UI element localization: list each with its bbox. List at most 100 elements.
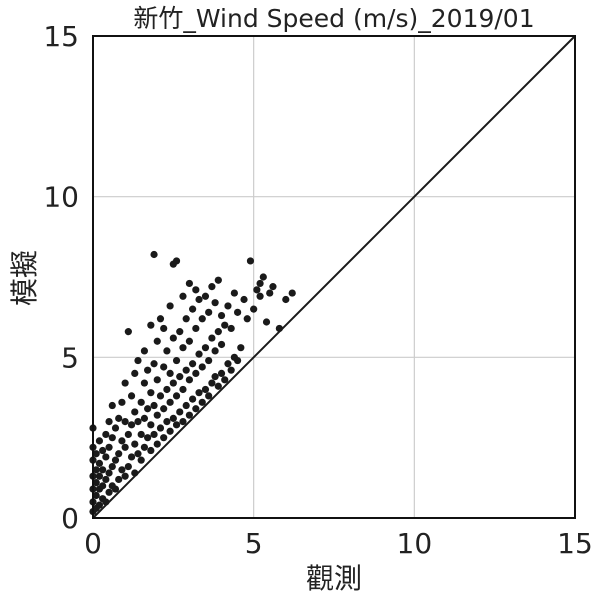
data-point — [172, 392, 181, 400]
data-point — [259, 273, 267, 281]
data-point — [140, 414, 149, 422]
data-point — [211, 299, 219, 307]
data-point — [192, 369, 200, 377]
data-point — [105, 443, 113, 451]
data-point — [127, 453, 136, 461]
data-point — [189, 395, 197, 403]
data-point — [179, 344, 187, 352]
data-point — [121, 418, 129, 426]
data-point — [95, 459, 104, 467]
data-point — [205, 308, 213, 316]
reference-line-layer — [92, 35, 576, 519]
data-point — [102, 475, 110, 484]
data-point — [172, 356, 181, 365]
data-point — [105, 469, 113, 477]
y-axis-label: 模擬 — [8, 250, 41, 306]
data-point — [227, 366, 235, 374]
data-point — [160, 434, 168, 442]
identity-line — [92, 35, 576, 519]
data-point — [208, 283, 216, 291]
data-point — [102, 453, 110, 461]
data-point — [256, 279, 264, 288]
data-point — [201, 292, 210, 300]
chart-title: 新竹_Wind Speed (m/s)_2019/01 — [133, 4, 534, 33]
data-point — [150, 401, 158, 410]
data-point — [108, 401, 116, 410]
data-point — [201, 344, 210, 352]
data-point — [160, 405, 168, 413]
data-point — [237, 344, 245, 352]
data-point — [192, 324, 200, 333]
data-point — [198, 398, 206, 406]
data-point — [166, 302, 174, 310]
data-point — [144, 434, 152, 442]
data-point — [205, 392, 213, 400]
data-point — [179, 292, 187, 300]
data-point — [211, 347, 219, 355]
data-point — [92, 479, 100, 487]
data-point — [224, 360, 232, 368]
data-point — [246, 257, 255, 265]
data-point — [124, 462, 132, 471]
data-point — [182, 366, 190, 374]
data-point — [185, 279, 193, 288]
data-point — [185, 337, 193, 345]
data-point — [153, 376, 161, 384]
data-point — [240, 295, 248, 304]
data-point — [163, 418, 171, 426]
data-points — [89, 250, 296, 516]
data-point — [115, 450, 123, 458]
data-point — [134, 450, 142, 458]
data-point — [262, 318, 271, 326]
data-point — [211, 373, 219, 381]
data-point — [127, 392, 136, 400]
data-point — [169, 414, 177, 422]
y-tick-labels: 0 5 10 15 — [43, 20, 79, 535]
y-tick-label: 5 — [61, 341, 79, 374]
data-point — [230, 289, 238, 297]
data-point — [198, 315, 206, 323]
data-point — [92, 466, 100, 474]
data-point — [124, 328, 132, 336]
data-point — [269, 283, 277, 291]
data-point — [153, 411, 161, 419]
data-point — [115, 475, 123, 484]
data-point — [99, 446, 107, 455]
data-point — [150, 250, 158, 259]
data-point — [115, 414, 123, 422]
data-point — [288, 289, 296, 297]
data-point — [137, 430, 145, 439]
data-point — [250, 305, 258, 313]
data-point — [153, 440, 161, 448]
data-point — [147, 421, 155, 429]
data-point — [163, 385, 171, 394]
data-point — [205, 356, 213, 365]
data-point — [121, 472, 129, 480]
data-point — [163, 347, 171, 355]
data-point — [176, 373, 184, 381]
data-point — [150, 430, 158, 439]
data-point — [176, 408, 184, 416]
data-point — [147, 389, 155, 397]
data-point — [214, 328, 222, 336]
data-point — [153, 337, 161, 345]
data-point — [195, 350, 203, 358]
data-point — [102, 430, 110, 439]
data-point — [185, 411, 193, 419]
data-point — [195, 295, 203, 304]
data-point — [95, 437, 104, 445]
data-point — [221, 376, 229, 384]
data-point — [189, 360, 197, 368]
data-point — [121, 443, 129, 451]
data-point — [169, 334, 177, 342]
data-point — [118, 466, 126, 474]
data-point — [198, 363, 206, 371]
data-point — [182, 401, 190, 410]
data-point — [92, 491, 100, 500]
data-point — [108, 462, 116, 471]
data-point — [144, 405, 152, 413]
data-point — [192, 286, 200, 294]
data-point — [179, 385, 187, 394]
data-point — [172, 257, 181, 265]
